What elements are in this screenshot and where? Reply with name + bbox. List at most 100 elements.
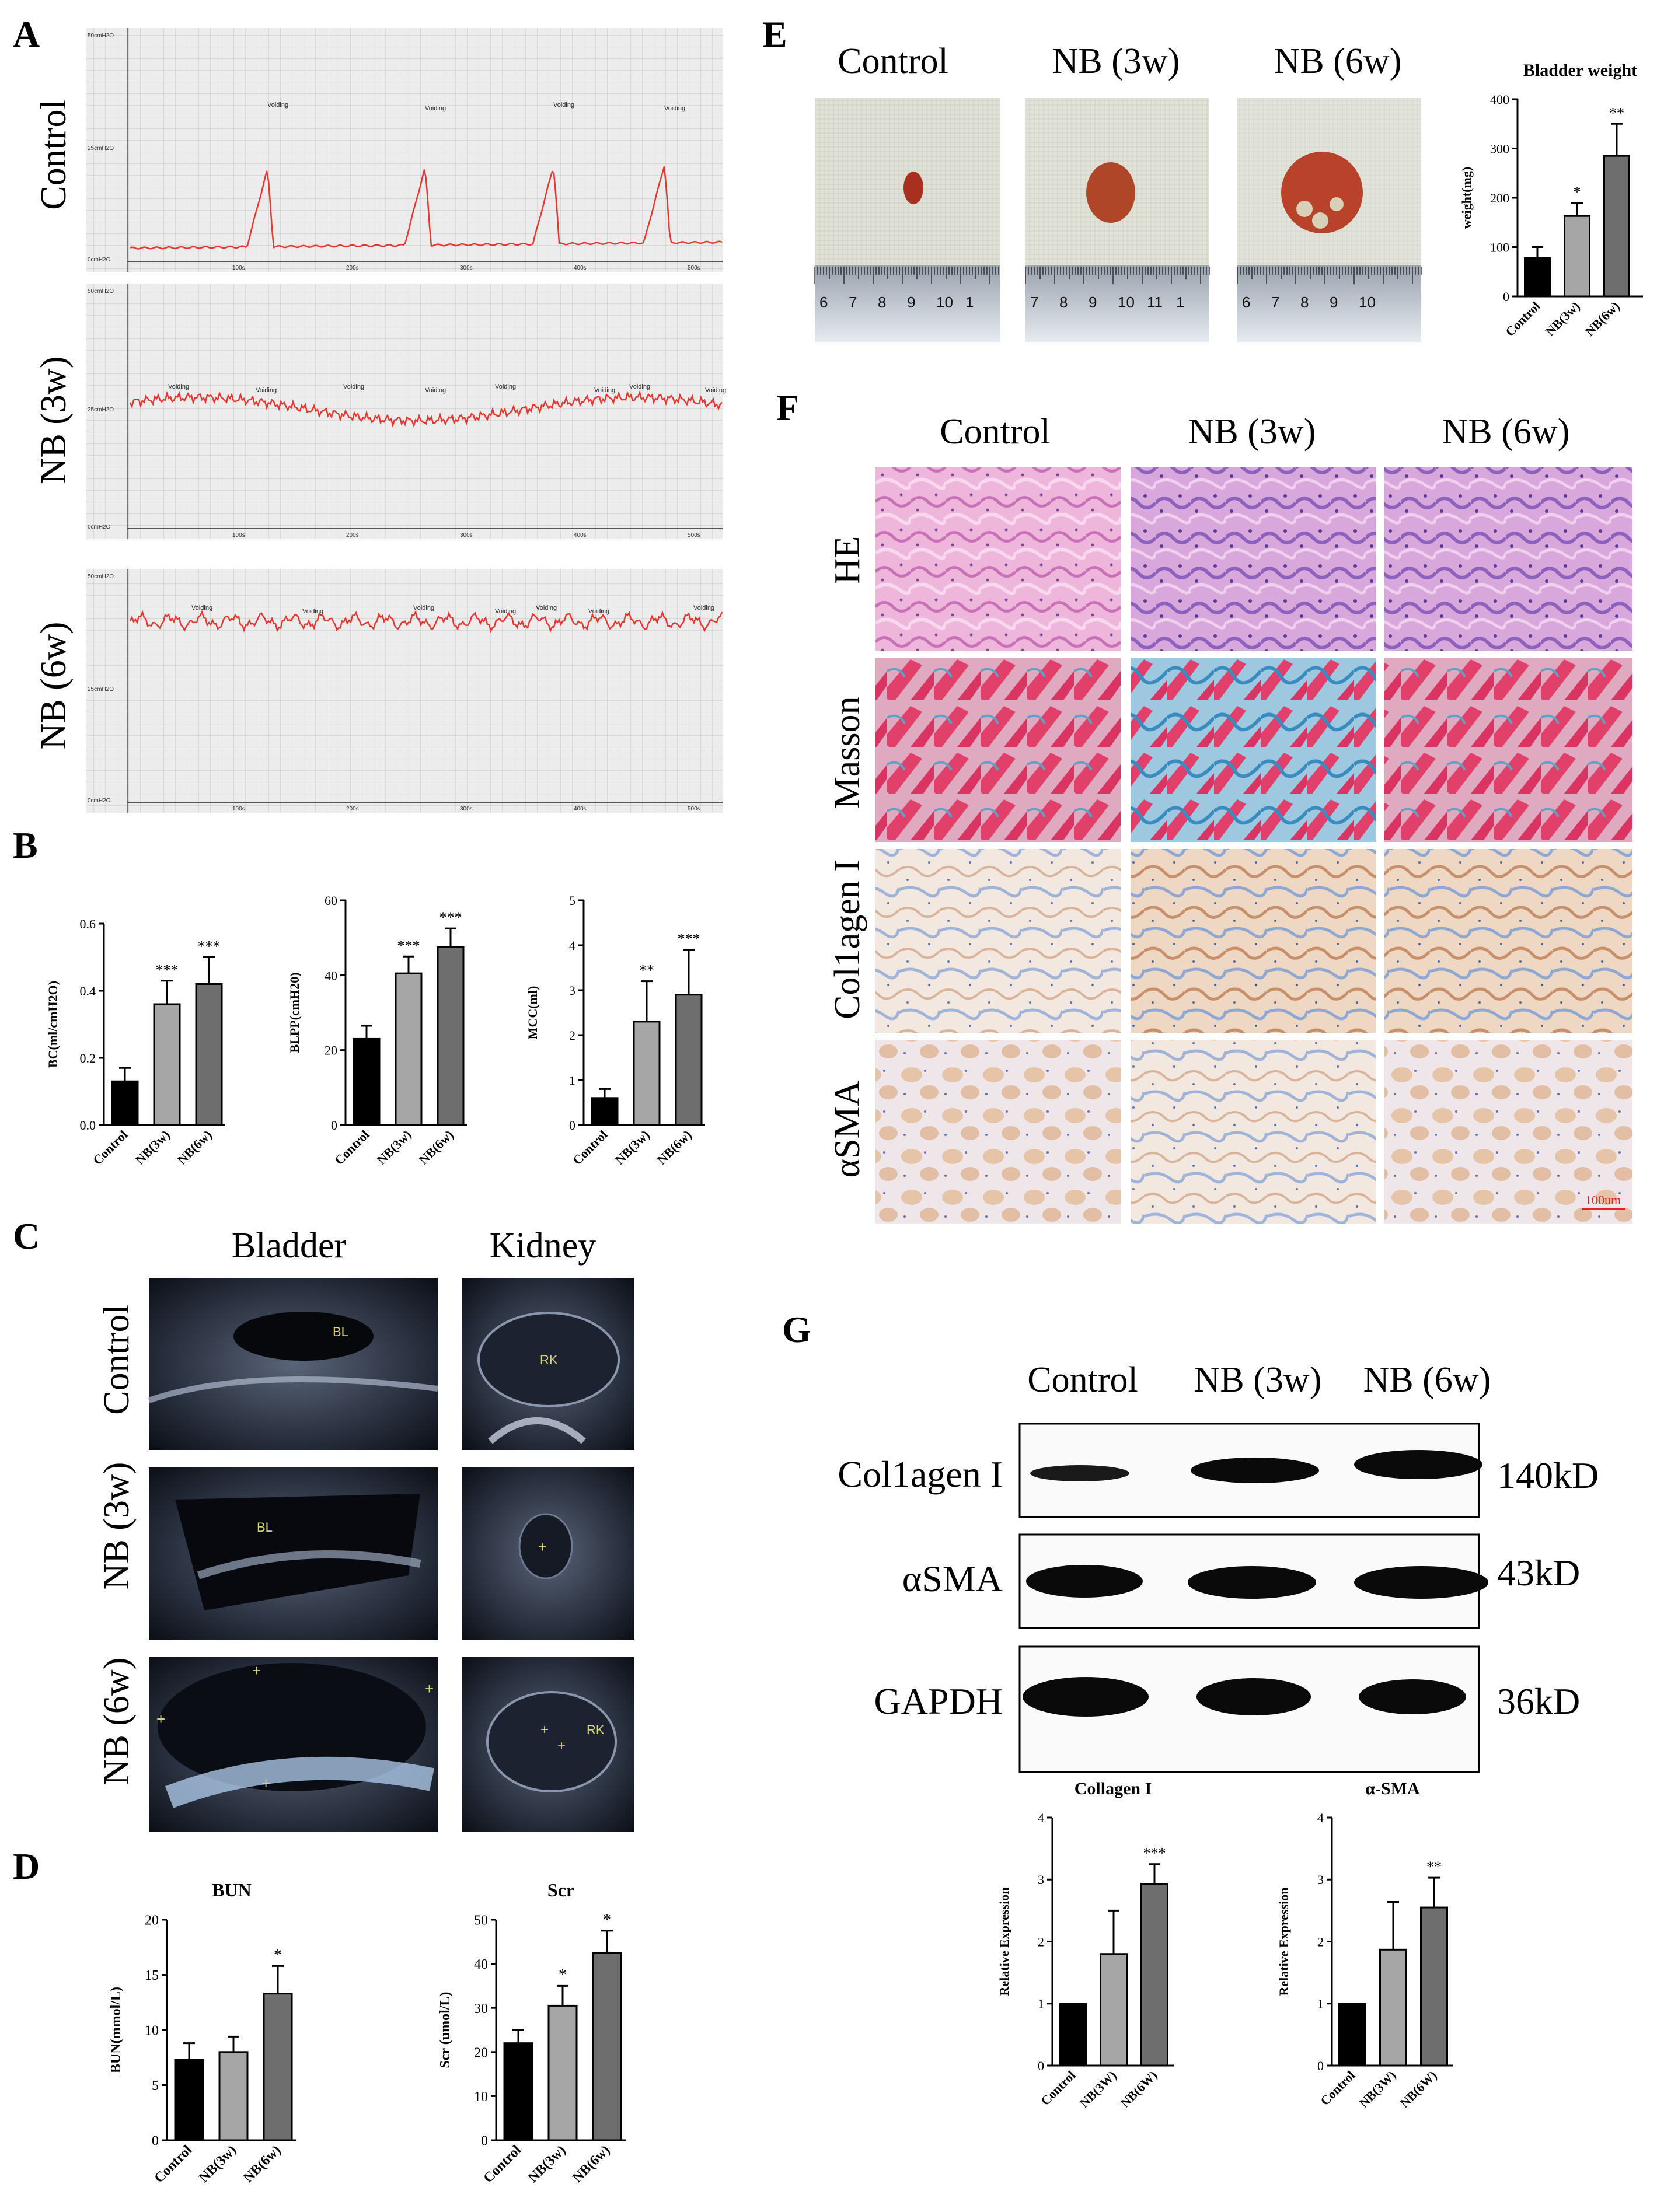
trace-x-tick: 400s — [574, 532, 587, 539]
significance-mark: ** — [639, 962, 654, 979]
histo-asma-nb6w — [1384, 1040, 1632, 1224]
chart-title: Bladder weight — [1523, 61, 1637, 80]
histo-row-collagen: Col1agen I — [828, 859, 867, 1019]
chart-bun: 0 5 10 15 20 Control NB(3w) * NB(6w) BUN(mmol/L) B… — [109, 1879, 296, 2186]
y-tick-label: 1 — [1317, 1997, 1324, 2011]
ruler-number: 6 — [819, 293, 828, 311]
us-row-control: Control — [97, 1304, 137, 1414]
histo-asma-nb3w — [1131, 1040, 1376, 1224]
panel-letter-d: D — [13, 1846, 40, 1887]
panel-c-ultrasound: Bladder Kidney Control NB (3w) NB (6w) B… — [97, 1226, 634, 1832]
category-label: NB(3w) — [612, 1127, 653, 1168]
significance-mark: * — [559, 1966, 567, 1984]
us-row-nb3w: NB (3w) — [97, 1462, 137, 1590]
bar-1 — [1059, 2003, 1087, 2067]
histo-masson-nb6w — [1384, 658, 1632, 842]
category-label: NB(6w) — [175, 1127, 215, 1168]
y-tick-label: 0.0 — [80, 1118, 96, 1133]
photo-rulers: 6 7 8 9 10 1 7 8 9 10 11 1 6 7 8 9 10 — [814, 265, 1422, 342]
y-tick-label: 60 — [325, 893, 337, 908]
chart-scr: 0 10 20 30 40 50 Control * NB(3w) * NB(6w) Scr (umo… — [438, 1879, 626, 2186]
significance-mark: * — [274, 1946, 282, 1964]
us-markers-nb6w: + + + + — [156, 1662, 434, 1792]
trace-x-tick: 300s — [460, 265, 473, 271]
y-tick-label: 2 — [569, 1028, 575, 1043]
significance-mark: *** — [156, 962, 179, 979]
category-label: NB(3w) — [132, 1127, 173, 1168]
histo-col-control: Control — [940, 412, 1050, 452]
y-tick-label: 0 — [569, 1118, 575, 1133]
photo-col-nb6w: NB (6w) — [1274, 41, 1402, 81]
y-tick-label: 20 — [474, 2045, 488, 2060]
bar-2 — [1379, 1948, 1407, 2067]
trace-x-tick: 100s — [232, 806, 245, 812]
bar-1 — [591, 1097, 619, 1126]
voiding-marker: Voiding — [594, 387, 615, 394]
bar-2 — [1564, 215, 1590, 298]
chart-title: α-SMA — [1365, 1779, 1420, 1798]
voiding-marker: Voiding — [629, 383, 650, 390]
histo-col-nb6w: NB (6w) — [1442, 412, 1570, 452]
us-marker-nb3w: + — [538, 1538, 547, 1556]
voiding-marker: Voiding — [413, 604, 434, 611]
y-tick-label: 4 — [569, 938, 575, 953]
trace-y-tick: 25cmH2O — [88, 145, 114, 152]
y-tick-label: 15 — [145, 1968, 159, 1983]
us-col-bladder: Bladder — [232, 1226, 347, 1266]
trace-grid — [86, 28, 723, 272]
us-label-bl-nb3w: BL — [257, 1520, 273, 1535]
category-label: Control — [481, 2143, 525, 2186]
trace-y-tick: 0cmH2O — [88, 257, 111, 263]
us-label-rk-control: RK — [540, 1353, 558, 1367]
category-label: NB(3W) — [1077, 2068, 1119, 2110]
voiding-marker: Voiding — [664, 105, 685, 112]
category-label: Control — [90, 1127, 130, 1168]
y-tick-label: 40 — [325, 968, 337, 983]
category-label: NB(3w) — [374, 1127, 414, 1168]
bar-1 — [111, 1080, 139, 1126]
y-tick-label: 4 — [1038, 1811, 1044, 1825]
histo-masson-nb3w — [1131, 658, 1376, 842]
voiding-marker: Voiding — [425, 105, 446, 112]
us-markers-kidney-nb6w: ++ — [540, 1722, 566, 1754]
y-axis-label: Relative Expression — [997, 1888, 1011, 1996]
trace-row-label: NB (3w) — [34, 357, 74, 484]
y-tick-label: 20 — [325, 1043, 337, 1058]
blot-size-36: 36kD — [1497, 1680, 1580, 1722]
panel-letters: A B C D E F G — [13, 13, 811, 1887]
panel-letter-b: B — [13, 824, 38, 866]
blot-col-nb6w: NB (6w) — [1363, 1360, 1491, 1400]
bar-2 — [1100, 1953, 1128, 2067]
blot-protein-collagen: Col1agen I — [838, 1453, 1003, 1495]
ruler-number: 1 — [965, 293, 974, 311]
bar-1 — [1524, 257, 1551, 298]
category-label: NB(3w) — [525, 2143, 568, 2186]
chart-blpp: 0 20 40 60 Control *** NB(3w) *** NB(6w) BLPP(cmH… — [287, 893, 467, 1168]
bar-3 — [263, 1993, 293, 2141]
trace-x-tick: 500s — [688, 532, 700, 539]
svg-text:+: + — [252, 1662, 261, 1679]
significance-mark: ** — [1426, 1858, 1442, 1875]
significance-mark: ** — [1609, 104, 1624, 121]
voiding-marker: Voiding — [705, 387, 726, 394]
voiding-marker: Voiding — [495, 383, 516, 390]
histo-row-he: HE — [828, 536, 867, 585]
ruler-number: 8 — [1059, 293, 1068, 311]
category-label: Control — [1038, 2068, 1078, 2108]
y-tick-label: 100 — [1490, 240, 1509, 254]
ruler-number: 7 — [1271, 293, 1279, 311]
category-label: NB(6W) — [1397, 2068, 1440, 2110]
y-tick-label: 0 — [1038, 2059, 1044, 2073]
significance-mark: *** — [397, 937, 420, 954]
voiding-marker: Voiding — [588, 608, 609, 615]
ruler-number: 10 — [1118, 293, 1135, 311]
bar-2 — [218, 2051, 249, 2141]
y-tick-label: 30 — [474, 2001, 488, 2017]
chart-title: Scr — [547, 1879, 574, 1900]
ruler — [1237, 265, 1421, 342]
voiding-marker: Voiding — [168, 383, 189, 390]
category-label: NB(6w) — [570, 2143, 613, 2186]
